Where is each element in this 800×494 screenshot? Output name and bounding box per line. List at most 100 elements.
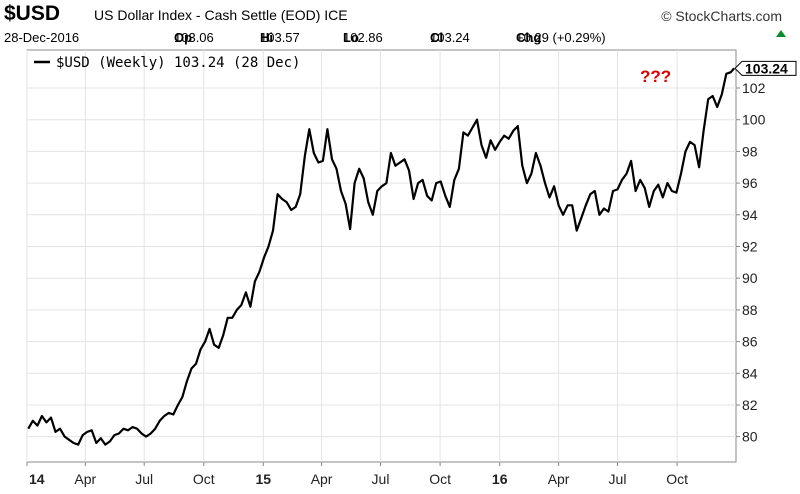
symbol[interactable]: $USD xyxy=(4,2,61,25)
data-point[interactable] xyxy=(243,289,249,295)
data-point[interactable] xyxy=(528,171,534,177)
data-point[interactable] xyxy=(628,158,634,164)
data-point[interactable] xyxy=(134,426,140,432)
data-point[interactable] xyxy=(57,426,63,432)
data-point[interactable] xyxy=(202,339,208,345)
data-point[interactable] xyxy=(216,345,222,351)
data-point[interactable] xyxy=(293,204,299,210)
data-point[interactable] xyxy=(247,304,253,310)
data-point[interactable] xyxy=(637,177,643,183)
data-point[interactable] xyxy=(320,158,326,164)
data-point[interactable] xyxy=(297,191,303,197)
data-point[interactable] xyxy=(479,142,485,148)
data-point[interactable] xyxy=(48,415,54,421)
data-point[interactable] xyxy=(252,278,258,284)
data-point[interactable] xyxy=(338,188,344,194)
data-point[interactable] xyxy=(266,244,272,250)
data-point[interactable] xyxy=(596,212,602,218)
data-point[interactable] xyxy=(220,332,226,338)
data-point[interactable] xyxy=(633,188,639,194)
data-point[interactable] xyxy=(207,326,213,332)
data-point[interactable] xyxy=(157,418,163,424)
data-point[interactable] xyxy=(660,194,666,200)
data-point[interactable] xyxy=(365,199,371,205)
data-point[interactable] xyxy=(560,212,566,218)
data-point[interactable] xyxy=(442,193,448,199)
data-point[interactable] xyxy=(25,426,31,432)
data-point[interactable] xyxy=(383,180,389,186)
data-point[interactable] xyxy=(510,128,516,134)
data-point[interactable] xyxy=(429,198,435,204)
data-point[interactable] xyxy=(179,394,185,400)
data-point[interactable] xyxy=(356,166,362,172)
data-point[interactable] xyxy=(193,361,199,367)
data-point[interactable] xyxy=(497,139,503,145)
data-point[interactable] xyxy=(347,226,353,232)
data-point[interactable] xyxy=(39,413,45,419)
data-point[interactable] xyxy=(447,204,453,210)
data-point[interactable] xyxy=(189,366,195,372)
data-point[interactable] xyxy=(538,163,544,169)
data-point[interactable] xyxy=(388,150,394,156)
data-point[interactable] xyxy=(692,142,698,148)
data-point[interactable] xyxy=(107,438,113,444)
data-point[interactable] xyxy=(678,171,684,177)
data-point[interactable] xyxy=(402,156,408,162)
data-point[interactable] xyxy=(456,166,462,172)
data-point[interactable] xyxy=(506,136,512,142)
data-point[interactable] xyxy=(270,228,276,234)
data-point[interactable] xyxy=(619,177,625,183)
data-point[interactable] xyxy=(184,378,190,384)
data-point[interactable] xyxy=(483,155,489,161)
data-point[interactable] xyxy=(696,164,702,170)
data-point[interactable] xyxy=(98,435,104,441)
data-point[interactable] xyxy=(551,183,557,189)
data-point[interactable] xyxy=(683,148,689,154)
data-point[interactable] xyxy=(75,442,81,448)
data-point[interactable] xyxy=(302,153,308,159)
data-point[interactable] xyxy=(451,177,457,183)
data-point[interactable] xyxy=(524,180,530,186)
data-point[interactable] xyxy=(284,199,290,205)
data-point[interactable] xyxy=(642,185,648,191)
data-point[interactable] xyxy=(488,137,494,143)
data-point[interactable] xyxy=(542,180,548,186)
data-point[interactable] xyxy=(714,104,720,110)
data-point[interactable] xyxy=(198,347,204,353)
data-point[interactable] xyxy=(93,440,99,446)
data-point[interactable] xyxy=(701,128,707,134)
data-point[interactable] xyxy=(664,180,670,186)
brand-link[interactable]: © StockCharts.com xyxy=(661,8,782,24)
data-point[interactable] xyxy=(334,166,340,172)
data-point[interactable] xyxy=(655,182,661,188)
data-point[interactable] xyxy=(574,228,580,234)
price-series-line[interactable] xyxy=(27,67,735,446)
data-point[interactable] xyxy=(719,91,725,97)
data-point[interactable] xyxy=(30,418,36,424)
data-point[interactable] xyxy=(370,212,376,218)
data-point[interactable] xyxy=(34,423,40,429)
data-point[interactable] xyxy=(519,163,525,169)
data-point[interactable] xyxy=(533,150,539,156)
data-point[interactable] xyxy=(311,150,317,156)
data-point[interactable] xyxy=(646,204,652,210)
data-point[interactable] xyxy=(583,202,589,208)
data-point[interactable] xyxy=(116,431,122,437)
data-point[interactable] xyxy=(470,125,476,131)
data-point[interactable] xyxy=(515,123,521,129)
data-point[interactable] xyxy=(352,180,358,186)
data-point[interactable] xyxy=(343,201,349,207)
data-point[interactable] xyxy=(624,171,630,177)
data-point[interactable] xyxy=(424,193,430,199)
data-point[interactable] xyxy=(474,117,480,123)
data-point[interactable] xyxy=(89,427,95,433)
data-point[interactable] xyxy=(492,147,498,153)
data-point[interactable] xyxy=(465,133,471,139)
data-point[interactable] xyxy=(592,188,598,194)
data-point[interactable] xyxy=(306,126,312,132)
data-point[interactable] xyxy=(569,202,575,208)
data-point[interactable] xyxy=(238,302,244,308)
data-point[interactable] xyxy=(673,190,679,196)
data-point[interactable] xyxy=(438,179,444,185)
